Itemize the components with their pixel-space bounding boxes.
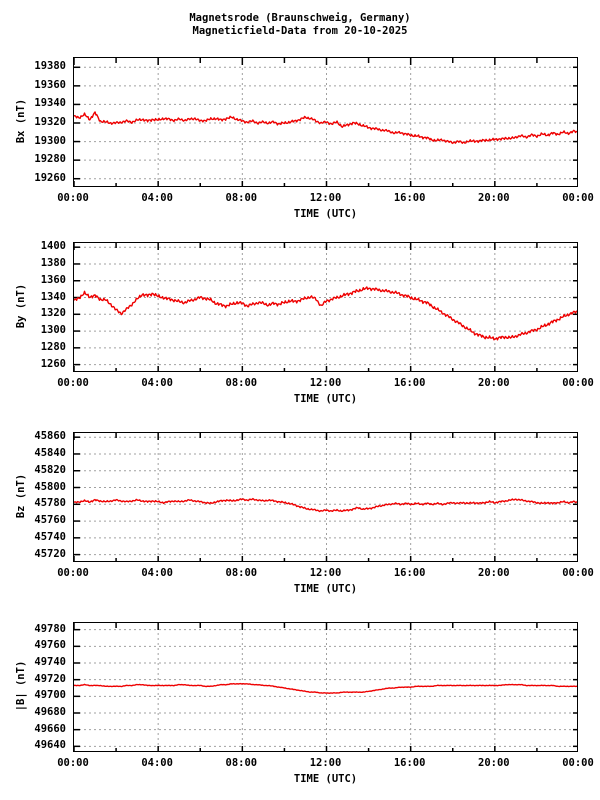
xtick-label: 00:00 (57, 377, 89, 389)
xtick-label: 16:00 (393, 377, 426, 389)
x-axis-label: TIME (UTC) (293, 583, 358, 595)
ytick-label: 19300 (34, 134, 66, 147)
xtick-label: 00:00 (57, 192, 89, 204)
grid-layer (74, 623, 577, 751)
page-subtitle: Magneticfield-Data from 20-10-2025 (192, 25, 408, 37)
xtick-label: 08:00 (225, 567, 258, 579)
ytick-label: 49780 (34, 622, 66, 635)
ytick-label: 49640 (34, 739, 66, 752)
xtick-label: 20:00 (478, 377, 510, 389)
xtick-label: 12:00 (309, 757, 342, 769)
ytick-label: 1400 (40, 240, 66, 253)
ytick-label: 45840 (34, 446, 66, 459)
xtick-label: 12:00 (309, 567, 342, 579)
ytick-label: 1300 (40, 324, 66, 337)
xtick-label: 00:00 (562, 757, 594, 769)
plot-area-by (73, 242, 578, 372)
xtick-label: 16:00 (393, 192, 426, 204)
xtick-label: 08:00 (225, 377, 258, 389)
xtick-label: 00:00 (562, 192, 594, 204)
ytick-label: 19360 (34, 78, 66, 91)
page-title: Magnetsrode (Braunschweig, Germany) (189, 12, 411, 24)
ytick-label: 1280 (40, 340, 66, 353)
chart-title-block: Magnetsrode (Braunschweig, Germany) Magn… (0, 12, 600, 38)
ytick-label: 45820 (34, 463, 66, 476)
ytick-label: 1380 (40, 256, 66, 269)
ytick-label: 1320 (40, 307, 66, 320)
ytick-label: 49740 (34, 656, 66, 668)
x-axis-label: TIME (UTC) (293, 393, 358, 405)
ytick-label: 45800 (34, 480, 66, 493)
xtick-label: 04:00 (141, 192, 173, 204)
ytick-label: 1260 (40, 357, 66, 370)
ytick-label: 19340 (34, 97, 66, 110)
ytick-label: 1340 (40, 290, 66, 303)
xtick-label: 20:00 (478, 567, 510, 579)
plot-area-|b| (73, 622, 578, 752)
xtick-label: 00:00 (562, 377, 594, 389)
xtick-label: 20:00 (478, 192, 510, 204)
xtick-label: 08:00 (225, 757, 258, 769)
xtick-label: 16:00 (393, 757, 426, 769)
ytick-label: 49660 (34, 722, 66, 735)
ytick-label: 19280 (34, 153, 66, 166)
ytick-label: 19380 (34, 60, 66, 73)
x-axis-label: TIME (UTC) (293, 773, 358, 785)
ytick-label: 49760 (34, 639, 66, 652)
xtick-label: 04:00 (141, 757, 173, 769)
ytick-label: 45740 (34, 530, 66, 543)
ytick-label: 19320 (34, 116, 66, 128)
ytick-label: 1360 (40, 273, 66, 286)
xtick-label: 12:00 (309, 377, 342, 389)
ytick-label: 49720 (34, 672, 66, 685)
xtick-label: 20:00 (478, 757, 510, 769)
xtick-label: 00:00 (562, 567, 594, 579)
ytick-label: 45860 (34, 430, 66, 443)
xtick-label: 12:00 (309, 192, 342, 204)
ytick-label: 45780 (34, 497, 66, 510)
x-axis-label: TIME (UTC) (293, 208, 358, 220)
y-axis-label: |B| (nT) (15, 660, 27, 712)
ytick-label: 19260 (34, 171, 66, 184)
ytick-label: 49700 (34, 689, 66, 702)
ytick-label: 45720 (34, 547, 66, 560)
xtick-label: 04:00 (141, 567, 173, 579)
xtick-label: 16:00 (393, 567, 426, 579)
data-trace-|b| (74, 682, 577, 694)
xtick-label: 08:00 (225, 192, 258, 204)
ytick-label: 45760 (34, 514, 66, 527)
xtick-label: 00:00 (57, 567, 89, 579)
xtick-label: 04:00 (141, 377, 173, 389)
ytick-label: 49680 (34, 706, 66, 718)
xtick-label: 00:00 (57, 757, 89, 769)
